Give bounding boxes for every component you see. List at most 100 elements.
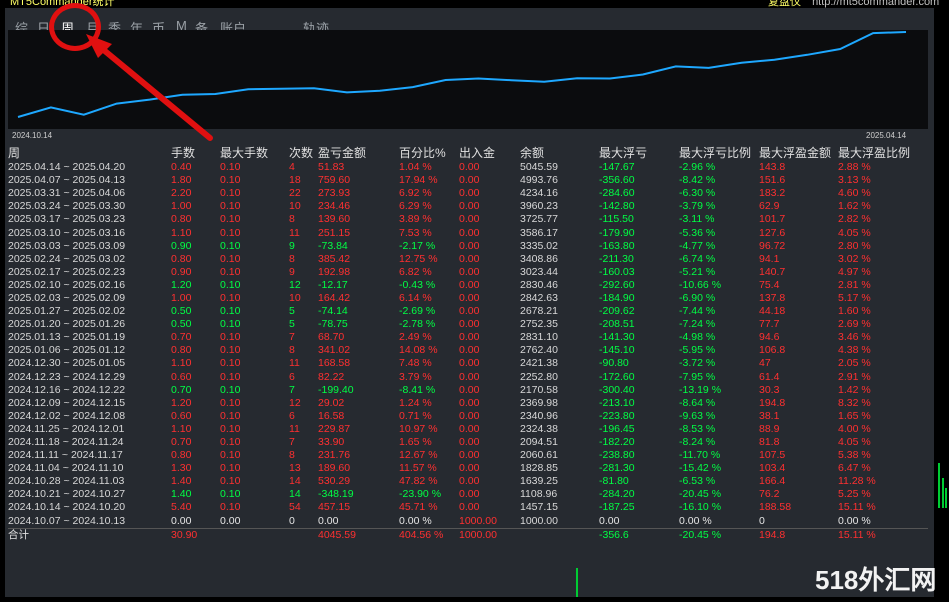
header-3[interactable]: 次数 [289,146,314,160]
table-row[interactable]: 2024.10.07 ~ 2024.10.13 0.00 0.00 0 0.00 0.00… [8,515,928,529]
table-row[interactable]: 2025.02.24 ~ 2025.03.02 0.80 0.10 8 385.42 12… [8,253,928,266]
table-row[interactable]: 2025.01.13 ~ 2025.01.19 0.70 0.10 7 68.70 2.4… [8,331,928,344]
cell-lots: 0.60 [171,370,192,383]
cell-fpp: 5.25 % [838,488,871,501]
cell-period: 2024.10.28 ~ 2024.11.03 [8,475,125,488]
cell-fpp: 1.42 % [838,383,871,396]
cell-bal: 2752.35 [520,318,558,331]
cell-bal: 2678.21 [520,305,558,318]
header-2[interactable]: 最大手数 [220,146,269,160]
header-7[interactable]: 余额 [520,146,545,160]
cell-pct: 6.92 % [399,187,432,200]
cell-fddp: -6.90 % [679,291,716,304]
header-5[interactable]: 百分比% [399,146,446,160]
cell-fdd: -356.60 [599,174,635,187]
table-row[interactable]: 2024.11.11 ~ 2024.11.17 0.80 0.10 8 231.76 12… [8,449,928,462]
cell-fddp: -8.42 % [679,174,716,187]
table-row[interactable]: 2024.12.09 ~ 2024.12.15 1.20 0.10 12 29.02 1.… [8,397,928,410]
cell-pnl: 189.60 [318,462,351,475]
cell-pct: 10.97 % [399,422,438,435]
header-9[interactable]: 最大浮亏比例 [679,146,752,160]
header-4[interactable]: 盈亏金额 [318,146,367,160]
cell-pnl: -12.17 [318,278,348,291]
table-row[interactable]: 2025.01.27 ~ 2025.02.02 0.50 0.10 5 -74.14 -2… [8,305,928,318]
cell-lots: 0.70 [171,436,192,449]
table-row[interactable]: 2024.12.02 ~ 2024.12.08 0.60 0.10 6 16.58 0.7… [8,410,928,423]
cell-pnl: 341.02 [318,344,351,357]
table-row[interactable]: 2024.10.28 ~ 2024.11.03 1.40 0.10 14 530.29 4… [8,475,928,488]
cell-fdd: -281.30 [599,462,635,475]
cell-pct: 47.82 % [399,475,438,488]
cell-max_lots: 0.00 [220,514,241,527]
cell-dep: 0.00 [459,370,480,383]
cell-bal: 2830.46 [520,278,558,291]
cell-max_lots: 0.10 [220,187,241,200]
replay-label[interactable]: 复盘仪 [768,0,801,8]
cell-count: 54 [289,501,301,514]
cell-lots: 0.90 [171,265,192,278]
table-row[interactable]: 2024.12.16 ~ 2024.12.22 0.70 0.10 7 -199.40 -… [8,384,928,397]
cell-pnl: 759.60 [318,174,351,187]
table-row[interactable]: 2024.12.30 ~ 2025.01.05 1.10 0.10 11 168.58 7… [8,357,928,370]
header-1[interactable]: 手数 [171,146,196,160]
cell-pct: 0.71 % [399,409,432,422]
cell-fdd: -179.90 [599,226,635,239]
cell-dep: 0.00 [459,187,480,200]
cell-pnl: 16.58 [318,409,345,422]
table-row[interactable]: 2025.01.20 ~ 2025.01.26 0.50 0.10 5 -78.75 -2… [8,318,928,331]
cell-fdd: -213.10 [599,396,635,409]
table-row[interactable]: 2025.04.14 ~ 2025.04.20 0.40 0.10 4 51.83 1.0… [8,161,928,174]
bg-candle-marks [576,568,578,597]
cell-fpp: 4.05 % [838,226,871,239]
cell-pnl: 82.22 [318,370,345,383]
cell-fpp: 2.80 % [838,239,871,252]
table-row[interactable]: 2024.12.23 ~ 2024.12.29 0.60 0.10 6 82.22 3.7… [8,371,928,384]
table-row[interactable]: 2025.03.17 ~ 2025.03.23 0.80 0.10 8 139.60 3.… [8,213,928,226]
cell-dep: 1000.00 [459,514,497,527]
table-row[interactable]: 2024.11.25 ~ 2024.12.01 1.10 0.10 11 229.87 1… [8,423,928,436]
tab-7[interactable]: M [176,18,187,33]
table-row[interactable]: 2025.03.24 ~ 2025.03.30 1.00 0.10 10 234.46 6… [8,200,928,213]
table-row[interactable]: 2025.01.06 ~ 2025.01.12 0.80 0.10 8 341.02 14… [8,344,928,357]
total-fdd: -356.6 [599,527,679,543]
watermark: 518外汇网 [815,565,937,595]
cell-fdd: -284.60 [599,187,635,200]
header-8[interactable]: 最大浮亏 [599,146,648,160]
header-6[interactable]: 出入金 [459,146,496,160]
table-row[interactable]: 2025.04.07 ~ 2025.04.13 1.80 0.10 18 759.60 1… [8,174,928,187]
table-row[interactable]: 2024.11.04 ~ 2024.11.10 1.30 0.10 13 189.60 1… [8,462,928,475]
cell-bal: 3586.17 [520,226,558,239]
table-row[interactable]: 2024.10.14 ~ 2024.10.20 5.40 0.10 54 457.15 4… [8,501,928,514]
cell-count: 4 [289,161,295,174]
table-row[interactable]: 2025.03.31 ~ 2025.04.06 2.20 0.10 22 273.93 6… [8,187,928,200]
table-row[interactable]: 2024.11.18 ~ 2024.11.24 0.70 0.10 7 33.90 1.6… [8,436,928,449]
table-row[interactable]: 2025.03.03 ~ 2025.03.09 0.90 0.10 9 -73.84 -2… [8,240,928,253]
table-row[interactable]: 2025.02.10 ~ 2025.02.16 1.20 0.10 12 -12.17 -… [8,279,928,292]
header-0[interactable]: 周 [8,146,21,160]
cell-pct: 2.49 % [399,331,432,344]
cell-period: 2025.02.17 ~ 2025.02.23 [8,265,126,278]
total-label: 合计 [8,527,171,543]
cell-fpp: 2.05 % [838,357,871,370]
header-10[interactable]: 最大浮盈金额 [759,146,832,160]
cell-max_lots: 0.10 [220,357,241,370]
table-row[interactable]: 2025.02.03 ~ 2025.02.09 1.00 0.10 10 164.42 6… [8,292,928,305]
cell-fpa: 94.1 [759,252,780,265]
table-row[interactable]: 2025.02.17 ~ 2025.02.23 0.90 0.10 9 192.98 6.… [8,266,928,279]
cell-fdd: -300.40 [599,383,635,396]
cell-bal: 2340.96 [520,409,558,422]
cell-fpp: 0.00 % [838,514,871,527]
cell-fpp: 4.05 % [838,436,871,449]
cell-max_lots: 0.10 [220,226,241,239]
cell-dep: 0.00 [459,161,480,174]
website-link[interactable]: http://mt5commander.com [812,0,940,8]
cell-bal: 4993.76 [520,174,558,187]
header-11[interactable]: 最大浮盈比例 [838,146,911,160]
table-row[interactable]: 2024.10.21 ~ 2024.10.27 1.40 0.10 14 -348.19… [8,488,928,501]
cell-fpp: 2.81 % [838,278,871,291]
cell-fpp: 4.60 % [838,187,871,200]
total-fpa: 194.8 [759,527,838,543]
cell-lots: 1.30 [171,462,192,475]
table-row[interactable]: 2025.03.10 ~ 2025.03.16 1.10 0.10 11 251.15 7… [8,226,928,239]
